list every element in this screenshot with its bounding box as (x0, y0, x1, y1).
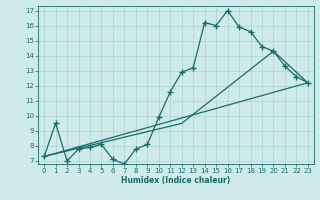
X-axis label: Humidex (Indice chaleur): Humidex (Indice chaleur) (121, 176, 231, 185)
